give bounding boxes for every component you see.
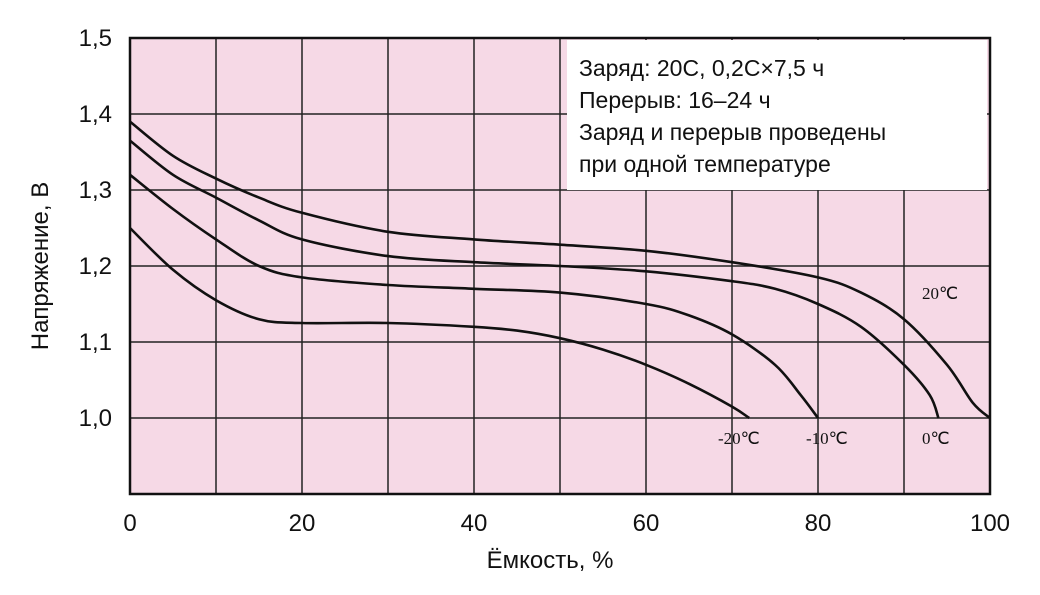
annotation-line: Перерыв: 16–24 ч (579, 87, 771, 113)
x-tick-labels: 0 20 40 60 80 100 (123, 510, 1010, 537)
x-tick-label: 100 (970, 510, 1010, 537)
annotation-box (567, 40, 987, 190)
series-label: 0℃ (922, 429, 950, 448)
series-line (129, 173, 820, 419)
y-tick-label: 1,5 (79, 25, 112, 52)
annotation-line: Заряд и перерыв проведены (579, 119, 886, 145)
series-label: -10℃ (806, 429, 848, 448)
y-tick-label: 1,2 (79, 253, 112, 280)
x-tick-label: 40 (461, 510, 488, 537)
y-axis-label: Напряжение, В (27, 182, 54, 351)
plot-frame (128, 36, 992, 496)
annotation-line: Заряд: 20С, 0,2С×7,5 ч (579, 55, 824, 81)
y-tick-label: 1,0 (79, 405, 112, 432)
y-tick-label: 1,3 (79, 177, 112, 204)
x-tick-label: 80 (805, 510, 832, 537)
x-tick-label: 60 (633, 510, 660, 537)
y-tick-label: 1,1 (79, 329, 112, 356)
x-axis-label: Ёмкость, % (487, 547, 614, 574)
series-group: 20℃ 0℃ -10℃ -20℃ (129, 120, 991, 448)
x-tick-label: 20 (289, 510, 316, 537)
series-line (129, 227, 750, 420)
series-line (129, 139, 940, 419)
series-label: -20℃ (718, 429, 760, 448)
y-tick-labels: 1,0 1,1 1,2 1,3 1,4 1,5 (79, 25, 112, 432)
annotation: Заряд: 20С, 0,2С×7,5 ч Перерыв: 16–24 ч За… (579, 55, 886, 177)
y-tick-label: 1,4 (79, 101, 112, 128)
series-line (129, 120, 991, 420)
series-label: 20℃ (922, 284, 958, 303)
x-tick-label: 0 (123, 510, 136, 537)
annotation-line: при одной температуре (579, 151, 831, 177)
